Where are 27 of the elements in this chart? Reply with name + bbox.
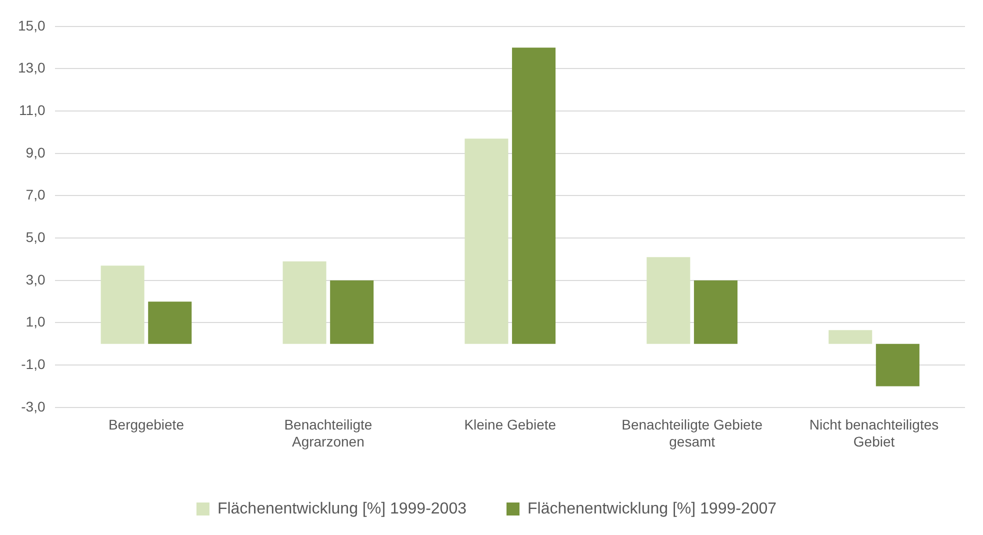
bar <box>330 280 374 344</box>
y-tick-label: 11,0 <box>19 102 46 118</box>
y-tick-label: 1,0 <box>26 314 46 330</box>
bar <box>148 302 192 344</box>
y-tick-label: 5,0 <box>26 228 46 245</box>
x-tick-label: Nicht benachteiligtes Gebiet <box>809 416 939 450</box>
x-tick-label: Benachteiligte Gebiete gesamt <box>622 416 763 450</box>
y-tick-label: 7,0 <box>26 186 46 203</box>
bar <box>646 257 690 344</box>
bar <box>694 280 738 344</box>
bar <box>100 266 144 344</box>
x-tick-label: Benachteiligte Agrarzonen <box>284 416 372 450</box>
bar <box>464 138 508 344</box>
x-tick-label: Berggebiete <box>108 416 184 433</box>
y-tick-label: 9,0 <box>26 144 46 160</box>
legend-label: Flächenentwicklung [%] 1999-2007 <box>528 500 777 518</box>
bar <box>512 48 556 344</box>
y-tick-label: -3,0 <box>21 398 46 414</box>
y-tick-label: -1,0 <box>21 356 46 372</box>
bar <box>828 330 872 344</box>
x-tick-label: Kleine Gebiete <box>464 416 556 433</box>
y-tick-label: 3,0 <box>26 271 46 288</box>
legend-label: Flächenentwicklung [%] 1999-2003 <box>217 500 467 518</box>
bar <box>282 261 326 344</box>
y-tick-label: 13,0 <box>18 60 46 76</box>
y-tick-label: 15,0 <box>18 17 46 34</box>
bar <box>876 344 920 386</box>
